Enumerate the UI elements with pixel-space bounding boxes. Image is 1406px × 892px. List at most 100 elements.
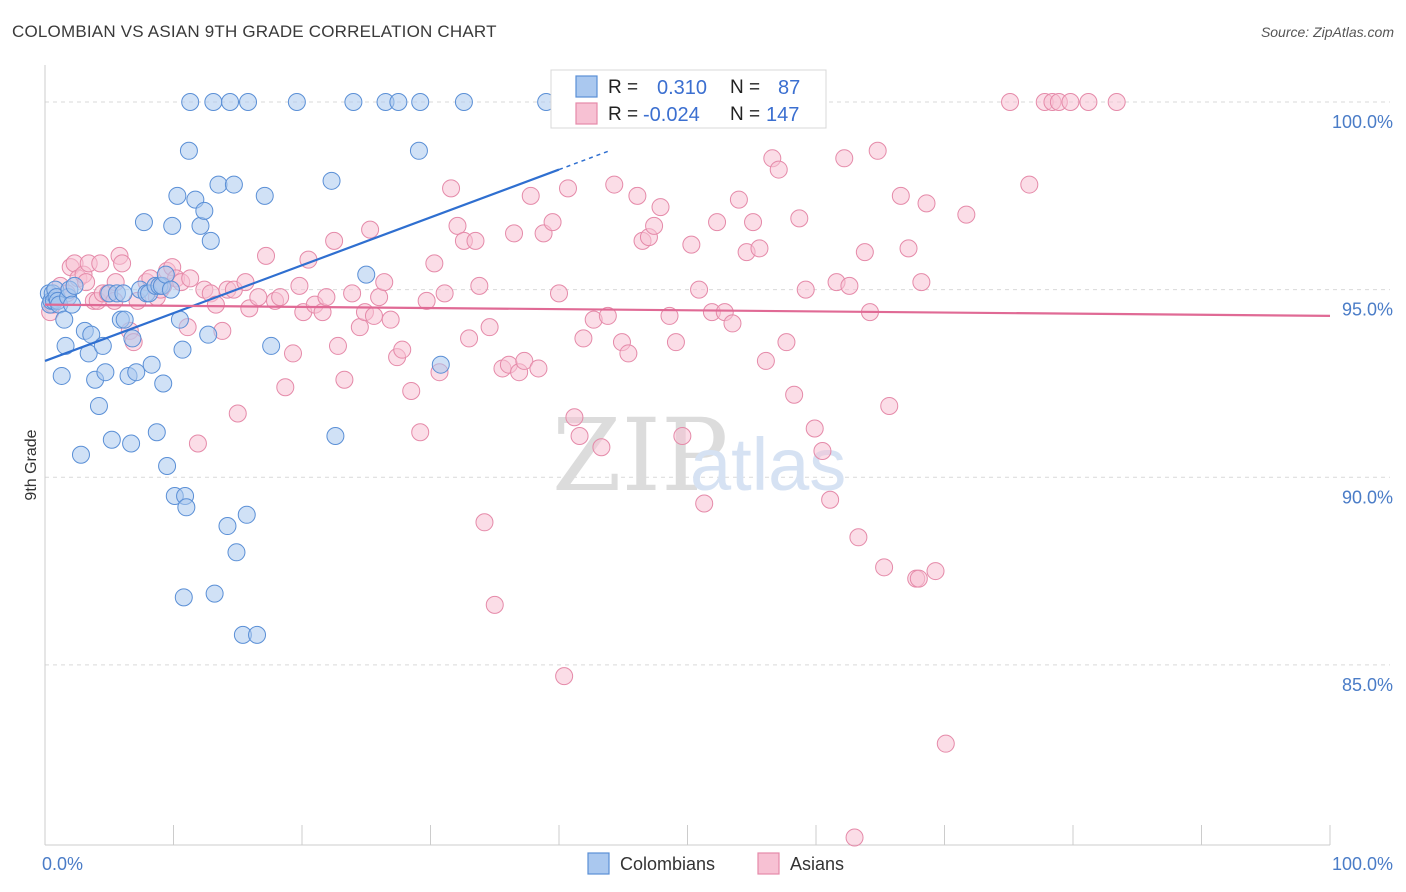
asians-point [619,344,638,363]
asians-point [682,235,701,254]
legend-asians-label: Asians [790,854,844,874]
chart-title: COLOMBIAN VS ASIAN 9TH GRADE CORRELATION… [12,22,497,41]
colombians-point [179,141,198,160]
asians-n-value: 147 [766,104,799,126]
asians-point [690,280,709,299]
asians-point [480,318,499,337]
stats-legend: R = 0.310 N = 87 R = -0.024 N = 147 [550,69,827,129]
colombians-point [287,93,306,112]
colombians-point [326,426,345,445]
asians-point [257,246,276,265]
asians-point [729,190,748,209]
asians-point [570,426,589,445]
asians-point [840,276,859,295]
colombians-point [255,186,274,205]
colombians-point [156,265,175,284]
asians-point [855,243,874,262]
colombians-point [65,276,84,295]
series-legend: Colombians Asians [587,852,844,875]
colombians-point [248,625,267,644]
colombians-point [181,93,200,112]
asians-point [805,419,824,438]
colombians-points [39,93,556,644]
colombians-point [431,355,450,374]
asians-point [695,494,714,513]
colombians-point [161,280,180,299]
asians-point [628,186,647,205]
y-axis-title: 9th Grade [23,429,40,500]
axes [44,65,1331,846]
asians-point [1001,93,1020,112]
colombians-point [154,374,173,393]
asians-point [485,595,504,614]
colombians-point [158,457,177,476]
colombians-point [89,396,108,415]
asians-point [845,828,864,847]
asians-point [777,333,796,352]
asians-point [926,562,945,581]
colombians-point [454,93,473,112]
asians-point [370,288,389,307]
colombians-n-label: N = [730,77,760,98]
colombians-point [122,434,141,453]
colombians-point [123,329,142,348]
asians-point [936,734,955,753]
asians-point [666,333,685,352]
colombians-point [344,93,363,112]
asians-point [521,186,540,205]
asians-point [417,291,436,310]
colombians-r-label: R = [608,77,638,98]
colombians-point [173,340,192,359]
asians-point [466,231,485,250]
colombians-point [163,216,182,235]
colombians-n-value: 87 [778,77,800,99]
colombians-point [322,171,341,190]
asians-point [605,175,624,194]
colombians-swatch [575,75,598,98]
y-tick-label: 100.0% [1332,112,1393,132]
asians-point [550,284,568,303]
asians-point [565,408,584,427]
trend-lines [44,149,1331,362]
colombians-point [205,584,224,603]
colombians-point [227,543,246,562]
asians-point [660,306,679,325]
colombians-point [239,93,258,112]
asians-point [917,194,936,213]
asians-swatch [575,102,598,125]
asians-point [875,558,894,577]
asians-point [435,284,454,303]
asians-point [1079,93,1098,112]
asians-point [592,438,611,457]
asians-point [756,351,775,370]
asians-point [91,254,110,273]
asians-point [651,198,670,217]
colombians-point [204,93,223,112]
colombians-point [409,141,428,160]
asians-point [361,220,380,239]
asians-point [448,216,467,235]
asians-point [849,528,868,547]
colombians-point [147,423,166,442]
asians-point [350,318,369,337]
asians-point [708,213,727,232]
colombians-point [237,505,256,524]
colombians-r-value: 0.310 [657,77,707,99]
colombians-point [191,216,210,235]
y-tick-labels: 100.0% 95.0% 90.0% 85.0% [1332,112,1393,695]
asians-point [343,284,362,303]
asians-point [325,231,344,250]
asians-point [790,209,809,228]
colombians-point [134,213,153,232]
x-tick-label: 0.0% [42,854,83,874]
x-tick-labels: 0.0% 100.0% [42,854,1393,874]
y-tick-label: 85.0% [1342,675,1393,695]
asians-point [543,213,562,232]
asians-point [821,490,840,509]
grid-lines [45,101,1390,666]
legend-asians-swatch [757,852,780,875]
asians-point [744,213,763,232]
colombians-trend-extension [558,149,611,171]
colombians-point [174,588,193,607]
colombians-point [195,201,214,220]
